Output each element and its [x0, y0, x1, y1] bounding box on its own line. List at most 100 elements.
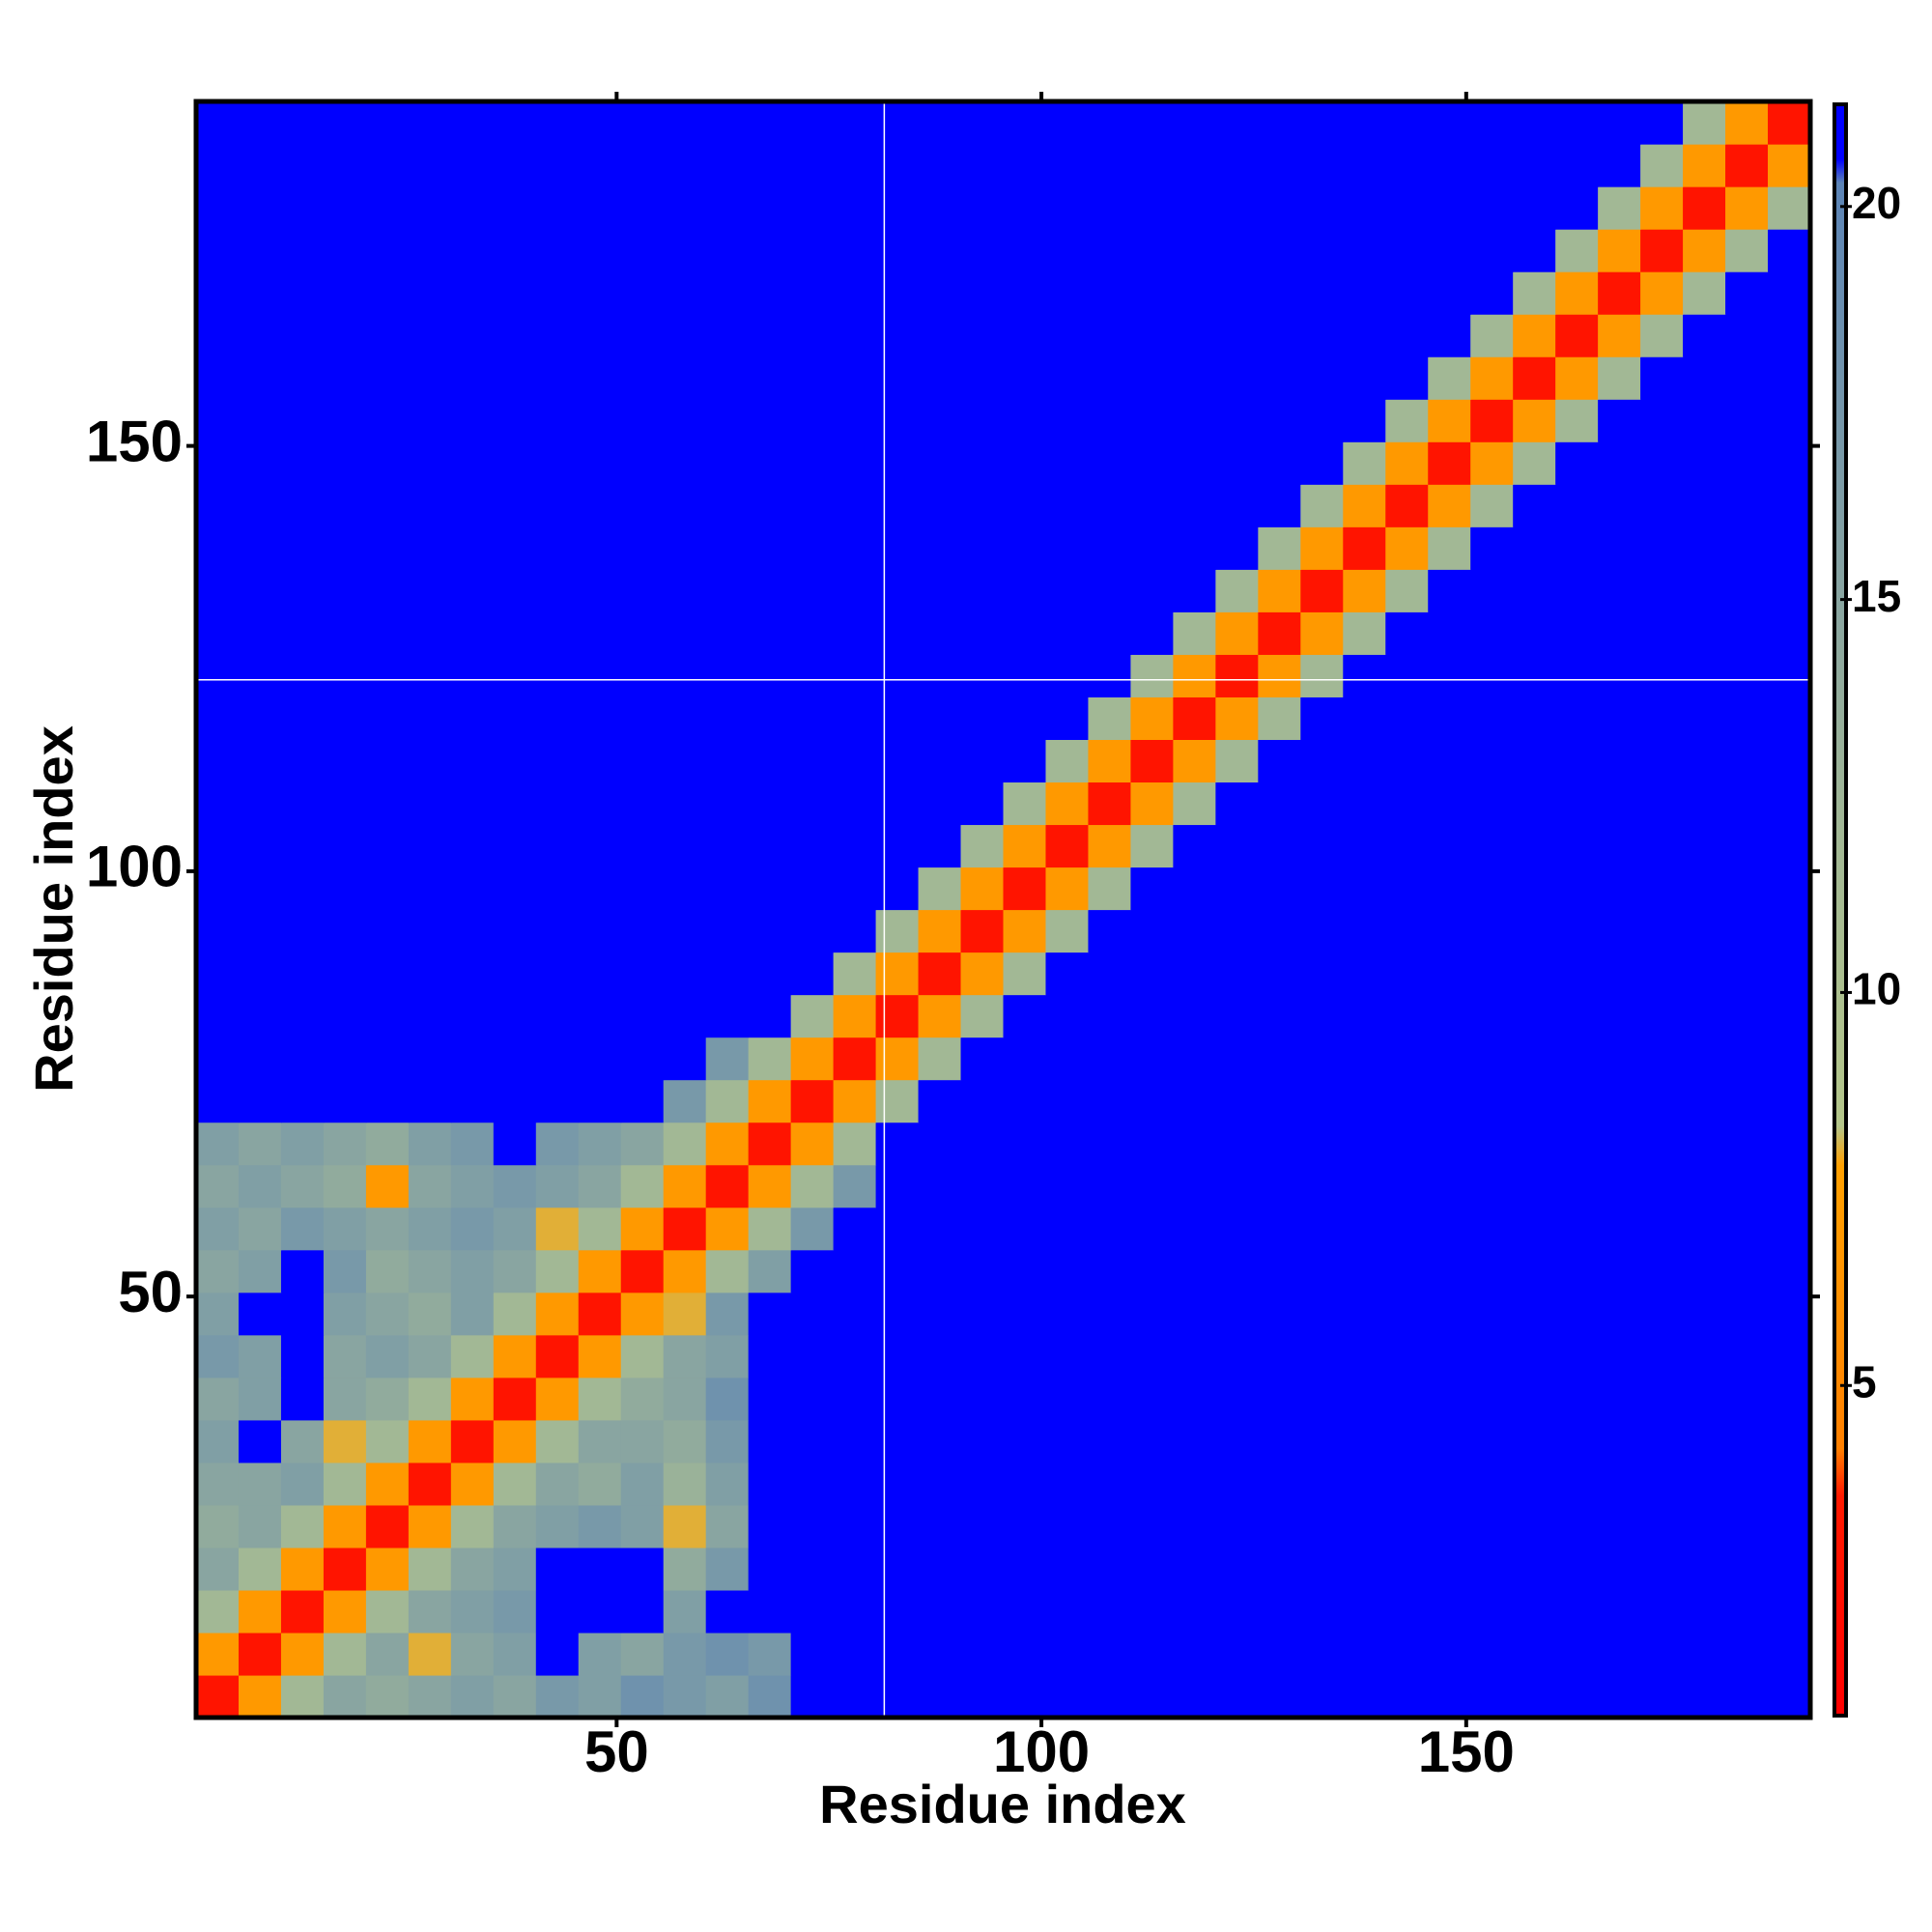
heatmap-cell [280, 526, 325, 570]
heatmap-cell [918, 1589, 962, 1634]
heatmap-cell [280, 739, 325, 783]
heatmap-cell [1300, 952, 1344, 996]
heatmap-cell [408, 1334, 452, 1378]
heatmap-cell [1045, 1079, 1090, 1123]
heatmap-cell [578, 1674, 622, 1719]
heatmap-cell [1725, 1334, 1769, 1378]
heatmap-cell [620, 1419, 665, 1463]
heatmap-cell [1640, 1419, 1684, 1463]
heatmap-cell [960, 1462, 1005, 1506]
heatmap-cell [450, 781, 495, 826]
heatmap-cell [1130, 867, 1174, 911]
heatmap-cell [705, 781, 750, 826]
heatmap-cell [748, 1079, 792, 1123]
heatmap-cell [408, 739, 452, 783]
heatmap-cell [323, 229, 367, 272]
heatmap-cell [1683, 569, 1726, 612]
heatmap-cell [1683, 101, 1726, 145]
heatmap-cell [1215, 739, 1259, 783]
heatmap-cell [1300, 1079, 1344, 1123]
heatmap-cell [1513, 781, 1556, 826]
heatmap-cell [1003, 186, 1047, 230]
heatmap-cell [1215, 867, 1259, 911]
heatmap-cell [748, 654, 792, 697]
heatmap-cell [578, 739, 622, 783]
heatmap-cell [1130, 399, 1174, 442]
heatmap-cell [1555, 952, 1599, 996]
heatmap-cell [1088, 1249, 1132, 1293]
heatmap-cell [1045, 1504, 1090, 1548]
heatmap-cell [790, 1249, 835, 1293]
heatmap-cell [875, 1632, 920, 1676]
heatmap-cell [1045, 654, 1090, 697]
heatmap-cell [365, 952, 410, 996]
heatmap-cell [493, 994, 537, 1038]
heatmap-cell [1725, 952, 1769, 996]
heatmap-cell [1215, 229, 1259, 272]
heatmap-cell [960, 909, 1005, 953]
heatmap-cell [1215, 399, 1259, 442]
heatmap-cell [960, 867, 1005, 911]
heatmap-cell [1470, 994, 1514, 1038]
heatmap-cell [238, 144, 282, 187]
heatmap-cell [196, 399, 240, 442]
heatmap-cell [238, 1249, 282, 1293]
heatmap-cell [1258, 1292, 1301, 1336]
heatmap-cell [196, 1504, 240, 1548]
heatmap-cell [748, 356, 792, 400]
heatmap-cell [1470, 1504, 1514, 1548]
heatmap-cell [1555, 186, 1599, 230]
heatmap-cell [196, 952, 240, 996]
heatmap-cell [1088, 101, 1132, 145]
heatmap-cell [1513, 441, 1556, 485]
heatmap-cell [663, 994, 707, 1038]
heatmap-cell [790, 1207, 835, 1251]
heatmap-cell [1258, 229, 1301, 272]
heatmap-cell [578, 1589, 622, 1634]
heatmap-cell [1173, 952, 1216, 996]
heatmap-cell [408, 1589, 452, 1634]
heatmap-cell [1598, 1334, 1641, 1378]
heatmap-cell [1088, 1334, 1132, 1378]
heatmap-cell [705, 1292, 750, 1336]
heatmap-cell [620, 1249, 665, 1293]
heatmap-cell [493, 867, 537, 911]
heatmap-cell [280, 484, 325, 527]
heatmap-cell [620, 1589, 665, 1634]
heatmap-cell [408, 781, 452, 826]
heatmap-cell [280, 781, 325, 826]
heatmap-cell [280, 1377, 325, 1421]
heatmap-cell [365, 526, 410, 570]
heatmap-cell [620, 271, 665, 315]
heatmap-cell [875, 229, 920, 272]
heatmap-cell [1768, 867, 1811, 911]
heatmap-cell [1300, 1462, 1344, 1506]
heatmap-cell [1428, 101, 1471, 145]
heatmap-cell [196, 1037, 240, 1081]
heatmap-cell [663, 1462, 707, 1506]
heatmap-cell [1513, 1164, 1556, 1208]
heatmap-cell [620, 696, 665, 740]
heatmap-cell [705, 994, 750, 1038]
heatmap-cell [1640, 952, 1684, 996]
heatmap-cell [1640, 569, 1684, 612]
heatmap-cell [493, 952, 537, 996]
heatmap-cell [833, 314, 877, 357]
heatmap-cell [1130, 1292, 1174, 1336]
heatmap-cell [238, 356, 282, 400]
heatmap-cell [663, 484, 707, 527]
heatmap-cell [1003, 1462, 1047, 1506]
heatmap-cell [238, 909, 282, 953]
heatmap-cell [578, 314, 622, 357]
heatmap-cell [238, 1292, 282, 1336]
heatmap-cell [1555, 1079, 1599, 1123]
heatmap-cell [1683, 1249, 1726, 1293]
heatmap-cell [1088, 569, 1132, 612]
heatmap-cell [1470, 1547, 1514, 1591]
heatmap-cell [748, 1377, 792, 1421]
heatmap-cell [1173, 229, 1216, 272]
heatmap-cell [1725, 569, 1769, 612]
heatmap-cell [1385, 1334, 1429, 1378]
heatmap-cell [1130, 229, 1174, 272]
